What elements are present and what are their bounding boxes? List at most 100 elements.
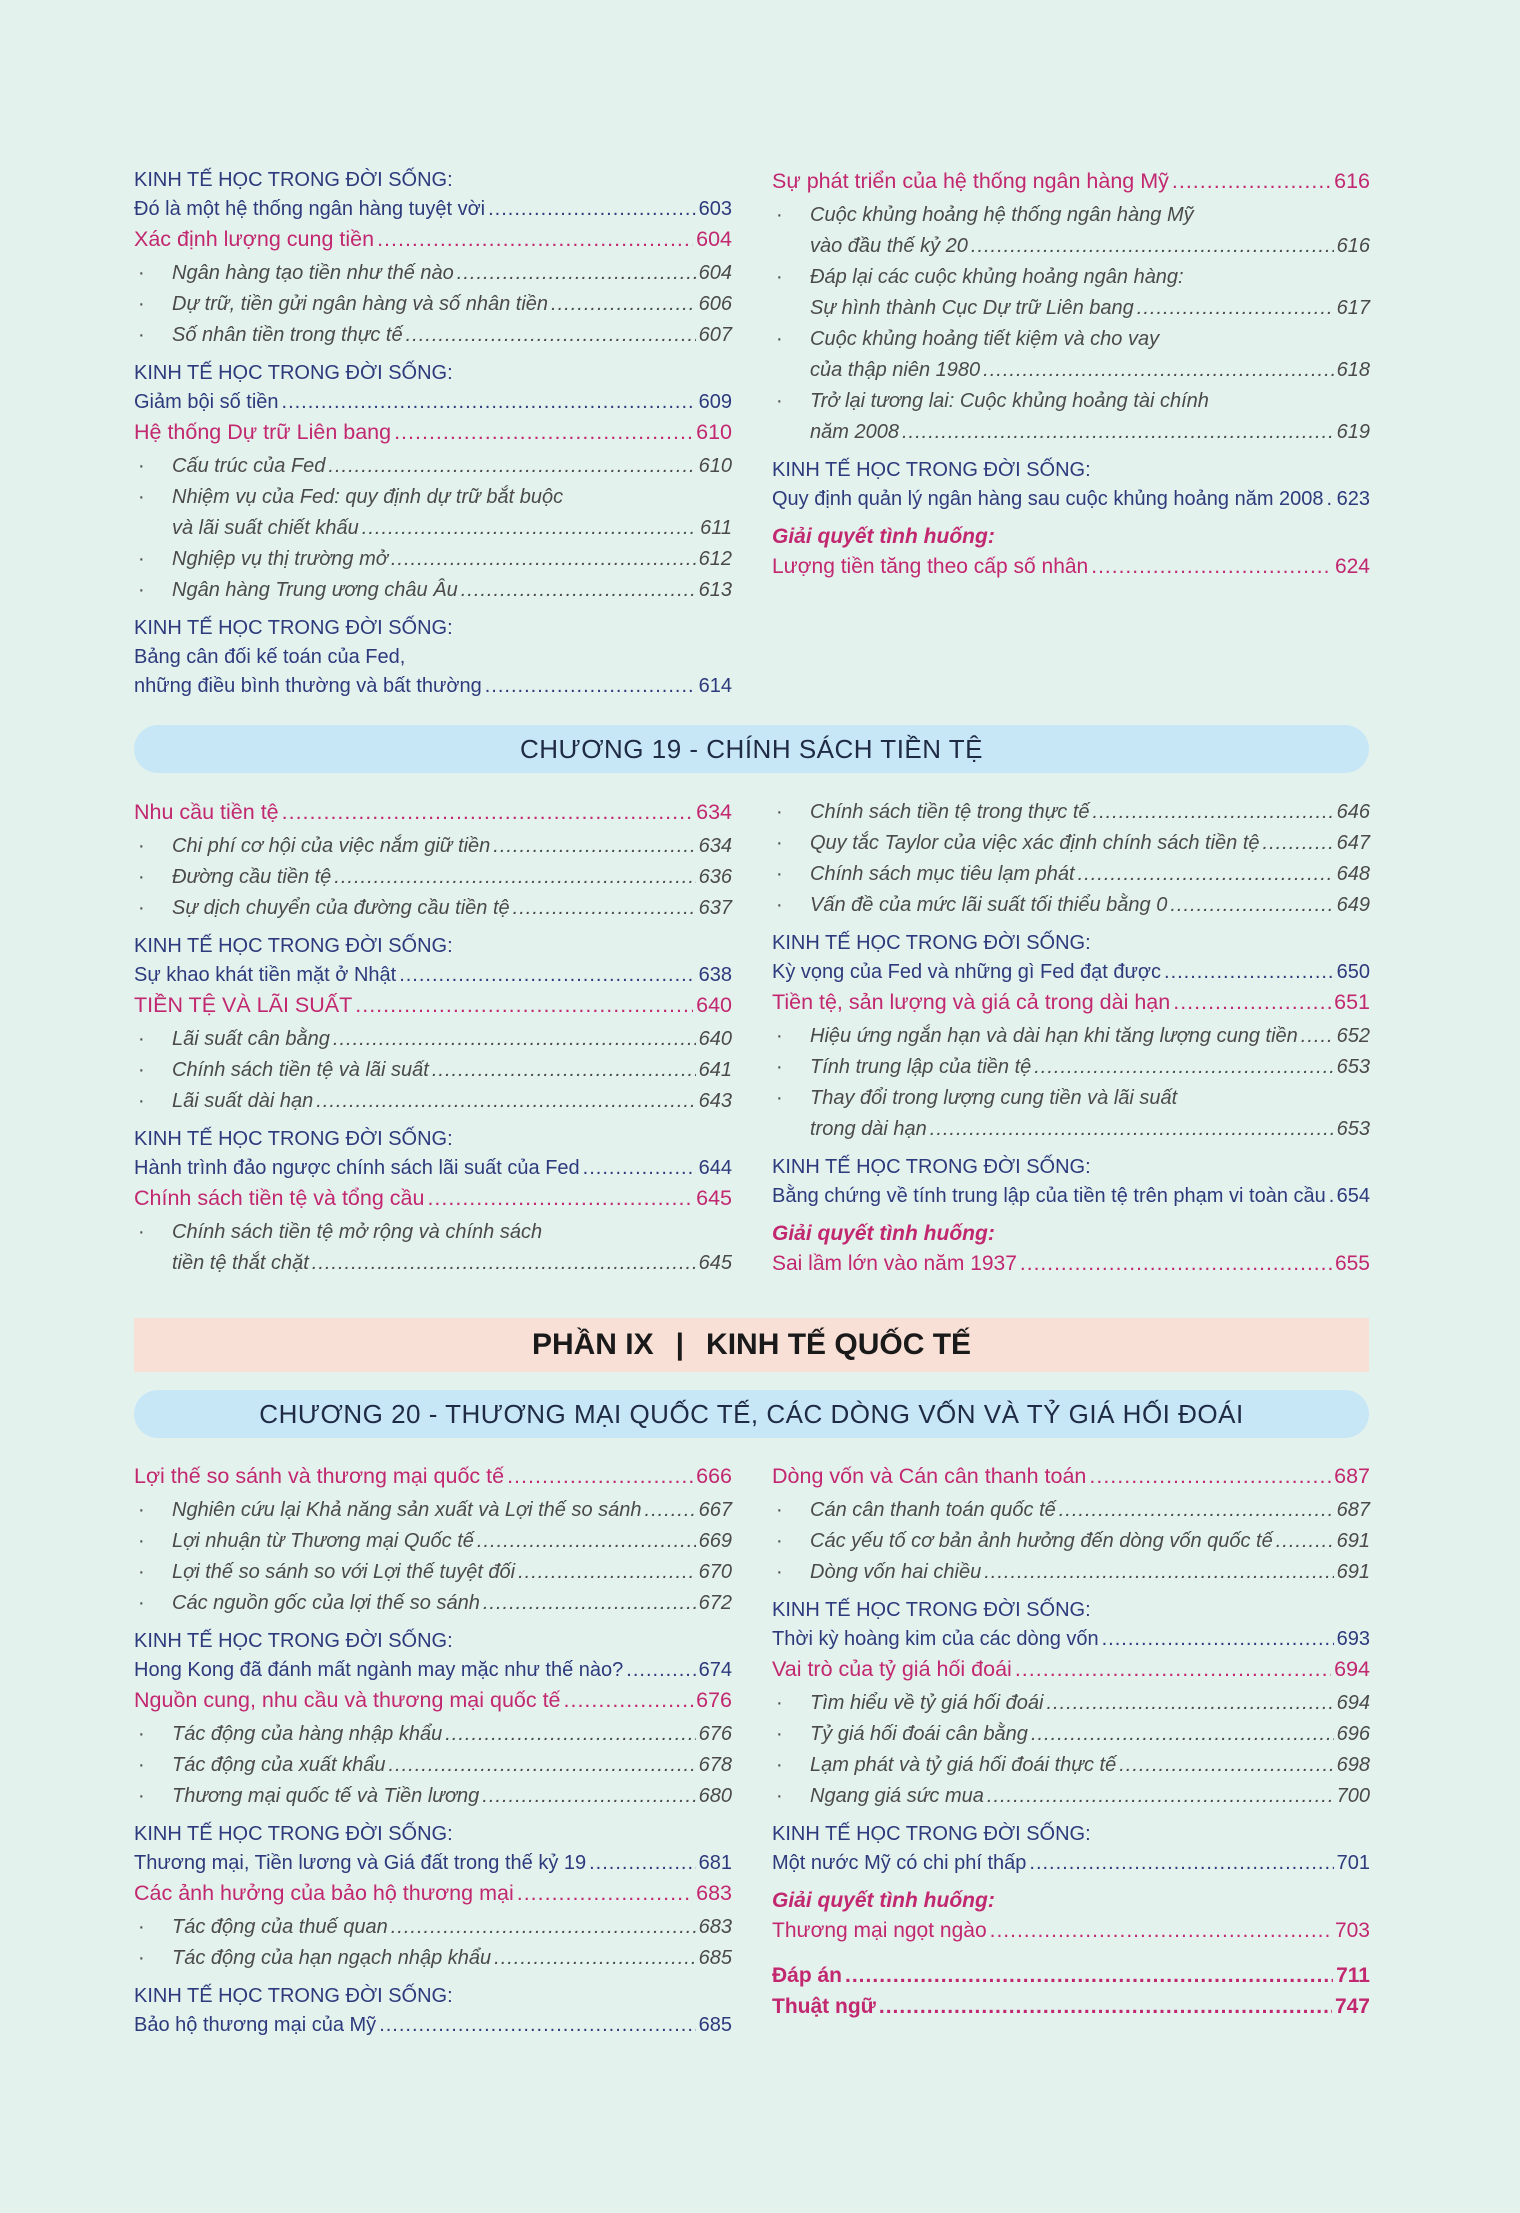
- toc-entry-sub[interactable]: · Nghiệp vụ thị trường mở 612: [134, 544, 732, 575]
- entry-row: Quy tắc Taylor của việc xác định chính s…: [792, 828, 1370, 859]
- toc-entry-sub[interactable]: · Quy tắc Taylor của việc xác định chính …: [772, 828, 1370, 859]
- toc-entry-sub[interactable]: · Chính sách tiền tệ và lãi suất 641: [134, 1055, 732, 1086]
- toc-entry-sub[interactable]: · Thay đổi trong lượng cung tiền và lãi s…: [772, 1083, 1370, 1145]
- toc-entry-main[interactable]: Vai trò của tỷ giá hối đoái 694: [772, 1654, 1370, 1684]
- dot-leader: [355, 990, 693, 1020]
- toc-entry-sub[interactable]: · Tác động của thuế quan 683: [134, 1912, 732, 1943]
- toc-entry-sub[interactable]: · Tính trung lập của tiền tệ 653: [772, 1052, 1370, 1083]
- toc-entry-kt[interactable]: KINH TẾ HỌC TRONG ĐỜI SỐNG: Hong Kong đã …: [134, 1627, 732, 1685]
- toc-entry-kt[interactable]: KINH TẾ HỌC TRONG ĐỜI SỐNG: Thương mại, T…: [134, 1820, 732, 1878]
- toc-entry-sub[interactable]: · Ngang giá sức mua 700: [772, 1781, 1370, 1812]
- entry-title: Thuật ngữ: [772, 1995, 876, 2018]
- toc-entry-sub[interactable]: · Lãi suất dài hạn 643: [134, 1086, 732, 1117]
- page-number: 634: [696, 800, 732, 824]
- toc-entry-main[interactable]: Nhu cầu tiền tệ 634: [134, 797, 732, 827]
- dot-leader: [282, 388, 696, 417]
- ch19-left-column: Nhu cầu tiền tệ 634 · Chi phí cơ hội của vi…: [134, 797, 732, 1279]
- toc-entry-case[interactable]: Giải quyết tình huống: Sai lầm lớn vào nă…: [772, 1219, 1370, 1279]
- dot-leader: [432, 1055, 696, 1086]
- toc-entry-sub[interactable]: · Tỷ giá hối đoái cân bằng 696: [772, 1719, 1370, 1750]
- toc-entry-case[interactable]: Giải quyết tình huống: Lượng tiền tăng th…: [772, 522, 1370, 582]
- part-number: PHẦN IX: [531, 1328, 654, 1361]
- toc-entry-sub[interactable]: · Thương mại quốc tế và Tiền lương 680: [134, 1781, 732, 1812]
- toc-entry-main[interactable]: Dòng vốn và Cán cân thanh toán 687: [772, 1461, 1370, 1491]
- toc-entry-sub[interactable]: · Nhiệm vụ của Fed: quy định dự trữ bắt b…: [134, 482, 732, 544]
- toc-entry-main[interactable]: Tiền tệ, sản lượng và giá cả trong dài h…: [772, 987, 1370, 1017]
- section-label: KINH TẾ HỌC TRONG ĐỜI SỐNG:: [772, 1156, 1091, 1178]
- toc-entry-sub[interactable]: · Chính sách tiền tệ mở rộng và chính sác…: [134, 1217, 732, 1279]
- toc-entry-sub[interactable]: · Lợi nhuận từ Thương mại Quốc tế 669: [134, 1526, 732, 1557]
- toc-entry-sub[interactable]: · Số nhân tiền trong thực tế 607: [134, 320, 732, 351]
- toc-entry-sub[interactable]: · Cuộc khủng hoảng hệ thống ngân hàng Mỹ v…: [772, 200, 1370, 262]
- toc-entry-sub[interactable]: · Ngân hàng tạo tiền như thế nào 604: [134, 258, 732, 289]
- toc-entry-sub[interactable]: · Lợi thế so sánh so với Lợi thế tuyệt đố…: [134, 1557, 732, 1588]
- toc-entry-sub[interactable]: · Dòng vốn hai chiều 691: [772, 1557, 1370, 1588]
- toc-entry-sub[interactable]: · Hiệu ứng ngắn hạn và dài hạn khi tăng l…: [772, 1021, 1370, 1052]
- page-number: 603: [698, 198, 732, 220]
- toc-entry-sub[interactable]: · Chi phí cơ hội của việc nắm giữ tiền 634: [134, 831, 732, 862]
- dot-leader: [483, 1588, 696, 1619]
- page-number: 672: [698, 1592, 732, 1614]
- entry-row: Sự phát triển của hệ thống ngân hàng Mỹ 6…: [772, 166, 1370, 196]
- toc-entry-main[interactable]: Các ảnh hưởng của bảo hộ thương mại 683: [134, 1878, 732, 1908]
- dot-leader: [513, 893, 696, 924]
- entry-title: vào đầu thế kỷ 20: [810, 235, 968, 257]
- toc-entry-sub[interactable]: · Nghiên cứu lại Khả năng sản xuất và Lợi…: [134, 1495, 732, 1526]
- toc-entry-sub[interactable]: · Chính sách tiền tệ trong thực tế 646: [772, 797, 1370, 828]
- toc-entry-sub[interactable]: · Sự dịch chuyển của đường cầu tiền tệ 637: [134, 893, 732, 924]
- toc-entry-sub[interactable]: · Đường cầu tiền tệ 636: [134, 862, 732, 893]
- toc-entry-bold[interactable]: Đáp án 711: [772, 1960, 1370, 1991]
- toc-entry-kt[interactable]: KINH TẾ HỌC TRONG ĐỜI SỐNG: Bằng chứng về…: [772, 1153, 1370, 1211]
- toc-entry-bold[interactable]: Thuật ngữ 747: [772, 1991, 1370, 2022]
- entry-row: TIỀN TỆ VÀ LÃI SUẤT 640: [134, 990, 732, 1020]
- page-number: 747: [1334, 1995, 1370, 2018]
- toc-entry-kt[interactable]: KINH TẾ HỌC TRONG ĐỜI SỐNG: Bảo hộ thương…: [134, 1982, 732, 2040]
- toc-entry-kt[interactable]: KINH TẾ HỌC TRONG ĐỜI SỐNG: Sự khao khát …: [134, 932, 732, 990]
- toc-entry-sub[interactable]: · Chính sách mục tiêu lạm phát 648: [772, 859, 1370, 890]
- toc-entry-main[interactable]: Xác định lượng cung tiền 604: [134, 224, 732, 254]
- toc-entry-sub[interactable]: · Cấu trúc của Fed 610: [134, 451, 732, 482]
- toc-entry-sub[interactable]: · Lãi suất cân bằng 640: [134, 1024, 732, 1055]
- toc-entry-sub[interactable]: · Đáp lại các cuộc khủng hoảng ngân hàng:…: [772, 262, 1370, 324]
- toc-entry-main[interactable]: Lợi thế so sánh và thương mại quốc tế 666: [134, 1461, 732, 1491]
- toc-entry-sub[interactable]: · Tác động của xuất khẩu 678: [134, 1750, 732, 1781]
- toc-entry-kt[interactable]: KINH TẾ HỌC TRONG ĐỜI SỐNG: Một nước Mỹ c…: [772, 1820, 1370, 1878]
- toc-entry-kt[interactable]: KINH TẾ HỌC TRONG ĐỜI SỐNG: Đó là một hệ …: [134, 166, 732, 224]
- toc-entry-sub[interactable]: · Cán cân thanh toán quốc tế 687: [772, 1495, 1370, 1526]
- toc-entry-sub[interactable]: · Các nguồn gốc của lợi thế so sánh 672: [134, 1588, 732, 1619]
- toc-entry-sub[interactable]: · Tìm hiểu về tỷ giá hối đoái 694: [772, 1688, 1370, 1719]
- entry-row: Sự hình thành Cục Dự trữ Liên bang 617: [792, 293, 1370, 324]
- entry-row: Bằng chứng về tính trung lập của tiền tệ…: [772, 1182, 1370, 1211]
- dot-leader: [902, 417, 1334, 448]
- toc-entry-kt[interactable]: KINH TẾ HỌC TRONG ĐỜI SỐNG: Giảm bội số t…: [134, 359, 732, 417]
- toc-entry-case[interactable]: Giải quyết tình huống: Thương mại ngọt ng…: [772, 1886, 1370, 1946]
- page-number: 698: [1336, 1754, 1370, 1776]
- toc-entry-main[interactable]: Chính sách tiền tệ và tổng cầu 645: [134, 1183, 732, 1213]
- toc-entry-sub[interactable]: · Tác động của hạn ngạch nhập khẩu 685: [134, 1943, 732, 1974]
- toc-entry-main[interactable]: Hệ thống Dự trữ Liên bang 610: [134, 417, 732, 447]
- toc-entry-kt[interactable]: KINH TẾ HỌC TRONG ĐỜI SỐNG: Quy định quản…: [772, 456, 1370, 514]
- entry-title-line: Nhiệm vụ của Fed: quy định dự trữ bắt bu…: [172, 486, 564, 508]
- toc-entry-sub[interactable]: · Vấn đề của mức lãi suất tối thiểu bằng …: [772, 890, 1370, 921]
- bullet-icon: ·: [776, 863, 783, 885]
- toc-entry-kt[interactable]: KINH TẾ HỌC TRONG ĐỜI SỐNG: Bảng cân đối …: [134, 614, 732, 701]
- toc-entry-main[interactable]: TIỀN TỆ VÀ LÃI SUẤT 640: [134, 990, 732, 1020]
- entry-title: Quy tắc Taylor của việc xác định chính s…: [810, 832, 1260, 854]
- toc-entry-sub[interactable]: · Cuộc khủng hoảng tiết kiệm và cho vay củ…: [772, 324, 1370, 386]
- page-number: 655: [1334, 1252, 1370, 1275]
- toc-entry-sub[interactable]: · Lạm phát và tỷ giá hối đoái thực tế 698: [772, 1750, 1370, 1781]
- toc-entry-sub[interactable]: · Trở lại tương lai: Cuộc khủng hoảng tài…: [772, 386, 1370, 448]
- dot-leader: [445, 1719, 695, 1750]
- toc-entry-sub[interactable]: · Ngân hàng Trung ương châu Âu 613: [134, 575, 732, 606]
- bullet-icon: ·: [138, 1499, 145, 1521]
- toc-entry-kt[interactable]: KINH TẾ HỌC TRONG ĐỜI SỐNG: Thời kỳ hoàng…: [772, 1596, 1370, 1654]
- toc-entry-main[interactable]: Sự phát triển của hệ thống ngân hàng Mỹ 6…: [772, 166, 1370, 196]
- toc-entry-sub[interactable]: · Các yếu tố cơ bản ảnh hưởng đến dòng vố…: [772, 1526, 1370, 1557]
- entry-row: Sự khao khát tiền mặt ở Nhật 638: [134, 961, 732, 990]
- toc-entry-kt[interactable]: KINH TẾ HỌC TRONG ĐỜI SỐNG: Kỳ vọng của F…: [772, 929, 1370, 987]
- toc-entry-sub[interactable]: · Tác động của hàng nhập khẩu 676: [134, 1719, 732, 1750]
- toc-entry-main[interactable]: Nguồn cung, nhu cầu và thương mại quốc t…: [134, 1685, 732, 1715]
- toc-entry-sub[interactable]: · Dự trữ, tiền gửi ngân hàng và số nhân t…: [134, 289, 732, 320]
- toc-entry-kt[interactable]: KINH TẾ HỌC TRONG ĐỜI SỐNG: Hành trình đả…: [134, 1125, 732, 1183]
- entry-title: Hiệu ứng ngắn hạn và dài hạn khi tăng lư…: [810, 1025, 1298, 1047]
